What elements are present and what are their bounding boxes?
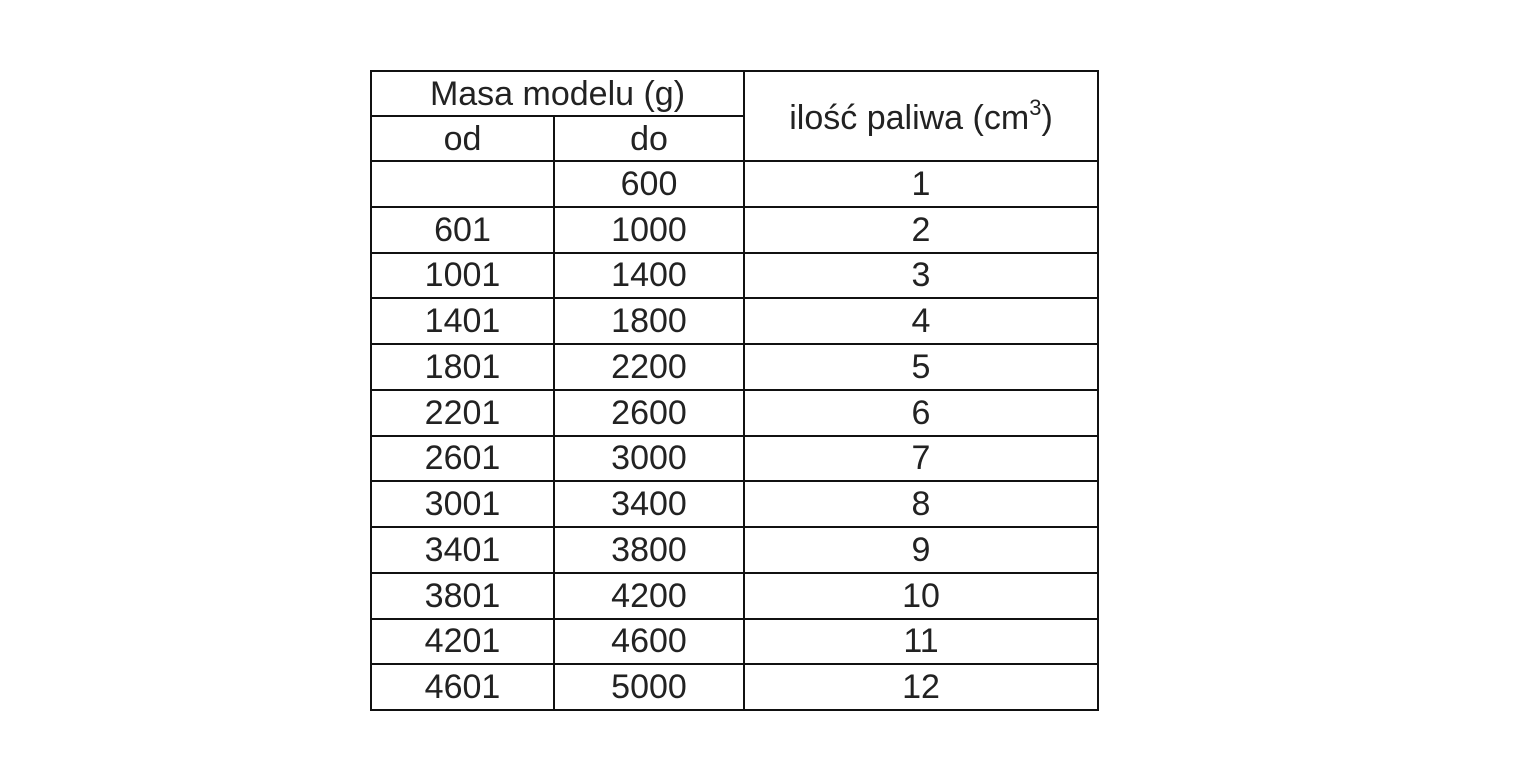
data-row: 3401 3800 9	[370, 526, 1099, 574]
data-cell: 1001	[370, 251, 555, 300]
data-cell: 8	[743, 480, 1099, 528]
data-cell: 2601	[370, 434, 555, 483]
data-cell: 4201	[370, 617, 555, 666]
data-cell: 4	[743, 297, 1099, 345]
data-row: 2601 3000 7	[370, 434, 1099, 483]
data-cell: 7	[743, 434, 1099, 483]
data-cell: 3801	[370, 571, 555, 620]
data-cell: 2	[743, 205, 1099, 254]
data-row: 3801 4200 10	[370, 571, 1099, 620]
data-row: 2201 2600 6	[370, 388, 1099, 437]
data-row: 4601 5000 12	[370, 663, 1099, 711]
header-cell: ilość paliwa (cm3)	[743, 70, 1099, 162]
data-cell: 601	[370, 205, 555, 254]
data-cell: 3	[743, 251, 1099, 300]
data-cell: 1800	[553, 297, 745, 345]
data-cell: 1400	[553, 251, 745, 300]
data-cell: 3001	[370, 480, 555, 528]
data-cell: 4200	[553, 571, 745, 620]
header-text: ilość paliwa (cm	[789, 99, 1030, 137]
data-cell: 3800	[553, 526, 745, 574]
data-row: 3001 3400 8	[370, 480, 1099, 528]
header-sup: 3	[1029, 95, 1042, 120]
data-row: 4201 4600 11	[370, 617, 1099, 666]
data-cell: 3400	[553, 480, 745, 528]
data-row: 601 1000 2	[370, 205, 1099, 254]
data-cell: 1801	[370, 343, 555, 391]
data-cell: 2200	[553, 343, 745, 391]
data-cell: 1	[743, 160, 1099, 208]
table-body: Masa modelu (g) ilość paliwa (cm3) od do…	[370, 70, 1099, 711]
header-row: Masa modelu (g) ilość paliwa (cm3)	[370, 70, 1099, 162]
data-cell: 2600	[553, 388, 745, 437]
data-row: 1401 1800 4	[370, 297, 1099, 345]
data-cell: 3401	[370, 526, 555, 574]
data-cell: 1401	[370, 297, 555, 345]
data-cell: 5	[743, 343, 1099, 391]
data-cell: 600	[553, 160, 745, 208]
fuel-table: Masa modelu (g) ilość paliwa (cm3) od do…	[370, 70, 1099, 711]
data-cell: 1000	[553, 205, 745, 254]
data-cell: 6	[743, 388, 1099, 437]
data-cell: 3000	[553, 434, 745, 483]
data-cell: 4601	[370, 663, 555, 711]
data-cell: 11	[743, 617, 1099, 666]
data-cell: 5000	[553, 663, 745, 711]
data-row: 1801 2200 5	[370, 343, 1099, 391]
header-row: od do	[370, 115, 1098, 162]
header-cell: Masa modelu (g)	[370, 70, 745, 117]
data-cell: 4600	[553, 617, 745, 666]
header-text: )	[1041, 99, 1053, 137]
header-cell: do	[553, 115, 745, 162]
data-cell: 9	[743, 526, 1099, 574]
data-cell	[370, 160, 555, 208]
data-cell: 10	[743, 571, 1099, 620]
data-row: 600 1	[370, 160, 1099, 208]
data-cell: 12	[743, 663, 1099, 711]
header-cell: od	[370, 115, 555, 162]
data-row: 1001 1400 3	[370, 251, 1099, 300]
data-cell: 2201	[370, 388, 555, 437]
